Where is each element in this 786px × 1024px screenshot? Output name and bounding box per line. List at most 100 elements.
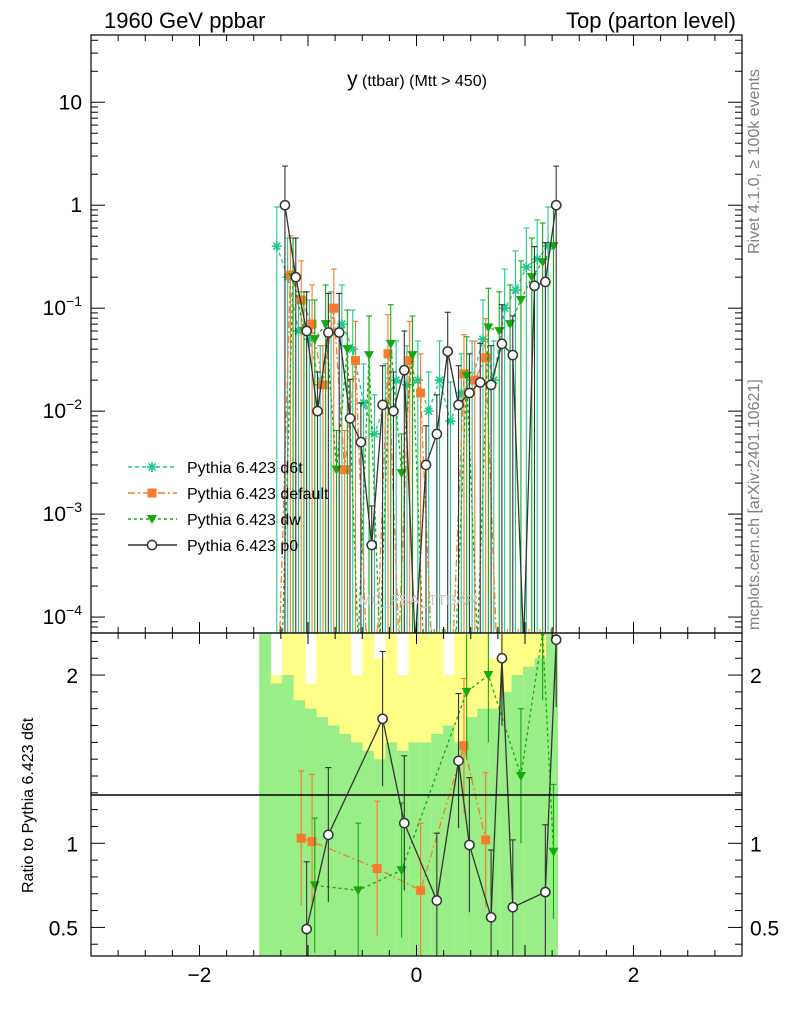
- legend-label-d6t: Pythia 6.423 d6t: [187, 460, 303, 477]
- band-inner-bin: [305, 708, 318, 956]
- band-inner-bin: [500, 691, 513, 956]
- data-point-default: [459, 741, 469, 751]
- legend-marker-default: [147, 488, 157, 498]
- data-point-default: [481, 835, 491, 845]
- data-point-default: [405, 356, 415, 366]
- data-point-d6t: [369, 428, 380, 439]
- data-point-p0: [442, 346, 454, 357]
- plot-title-sub: (ttbar) (Mtt > 450): [358, 73, 487, 90]
- band-inner-bin: [316, 717, 329, 956]
- data-point-p0: [322, 327, 334, 338]
- y-tick-label: 2: [66, 665, 78, 688]
- legend-label-p0: Pythia 6.423 p0: [187, 538, 298, 555]
- data-point-p0: [420, 459, 432, 471]
- data-point-p0: [279, 199, 291, 211]
- data-point-dw: [483, 323, 494, 333]
- data-point-p0: [507, 349, 519, 361]
- data-point-d6t: [402, 379, 413, 390]
- data-point-default: [296, 295, 306, 305]
- series-line-dw: [314, 634, 555, 892]
- band-inner-bin: [339, 733, 352, 956]
- data-point-p0: [301, 923, 312, 935]
- data-point-default: [307, 837, 317, 847]
- series-line-p0: [305, 639, 557, 930]
- data-point-d6t: [391, 375, 402, 386]
- data-point-default: [416, 885, 426, 895]
- data-point-dw: [548, 847, 559, 857]
- ratio-plot-marks: [296, 634, 562, 956]
- x-tick-label: 0: [411, 964, 423, 987]
- data-point-p0: [496, 652, 508, 664]
- series-line-default: [279, 274, 497, 633]
- data-point-d6t: [510, 285, 521, 296]
- header-right: Top (parton level): [566, 8, 736, 33]
- y-tick-label: 1: [70, 194, 82, 217]
- watermark: MC_FBA_TTBAR: [359, 592, 478, 609]
- data-point-dw: [505, 320, 516, 330]
- data-point-dw: [540, 634, 545, 638]
- legend-marker-d6t: [147, 462, 157, 472]
- series-line-default: [301, 743, 487, 892]
- data-point-p0: [464, 839, 475, 851]
- band-inner-bin: [328, 725, 341, 956]
- band-inner-bin: [293, 700, 306, 956]
- x-tick-label: 2: [628, 964, 640, 987]
- data-point-p0: [366, 539, 378, 551]
- band-inner-bin: [362, 750, 375, 956]
- data-point-p0: [485, 379, 497, 391]
- data-point-d6t: [293, 326, 304, 337]
- data-point-dw: [515, 771, 526, 781]
- data-point-d6t: [336, 319, 347, 330]
- legend-label-dw: Pythia 6.423 dw: [187, 512, 301, 529]
- data-point-default: [481, 353, 491, 363]
- data-point-default: [329, 303, 339, 313]
- y-tick-label: 1: [750, 833, 762, 856]
- data-point-p0: [377, 399, 388, 411]
- data-point-p0: [388, 405, 399, 417]
- data-point-p0: [453, 755, 464, 767]
- data-point-d6t: [347, 344, 358, 355]
- data-point-p0: [301, 325, 312, 337]
- legend-marker-dw: [147, 515, 157, 524]
- data-point-dw: [342, 345, 353, 355]
- data-point-p0: [312, 405, 323, 417]
- y-tick-label: 10−3: [43, 499, 83, 526]
- data-point-dw: [483, 671, 494, 681]
- y-tick-label: 10: [59, 91, 82, 114]
- data-point-default: [318, 380, 328, 390]
- data-point-d6t: [456, 388, 467, 399]
- data-point-p0: [322, 829, 334, 841]
- data-point-dw: [494, 327, 505, 337]
- data-point-p0: [398, 817, 410, 829]
- data-point-dw: [385, 339, 396, 349]
- data-point-p0: [344, 413, 356, 424]
- band-inner-bin: [350, 742, 363, 956]
- data-point-dw: [353, 886, 364, 896]
- band-inner-bin: [396, 750, 409, 956]
- band-inner-bin: [523, 666, 536, 956]
- axis-ticks: −2 0 2 10 1 10−1 10−2 10−3 10−4 0.5 0.5 1 1 2 2: [43, 35, 779, 987]
- data-point-p0: [333, 327, 345, 338]
- data-point-p0: [550, 199, 562, 211]
- data-point-d6t: [543, 241, 554, 252]
- data-point-d6t: [304, 334, 315, 345]
- legend-marker-p0: [146, 539, 158, 551]
- data-point-dw: [515, 296, 526, 306]
- band-inner-bin: [534, 658, 547, 956]
- data-point-p0: [474, 377, 486, 388]
- band-inner-bin: [419, 742, 432, 956]
- data-point-p0: [550, 634, 562, 646]
- band-inner-bin: [270, 683, 283, 956]
- data-point-default: [372, 864, 382, 874]
- data-point-default: [296, 833, 306, 843]
- data-point-p0: [377, 713, 388, 725]
- data-point-d6t: [434, 375, 445, 386]
- data-point-default: [340, 465, 350, 475]
- plot-title: y (ttbar) (Mtt > 450): [347, 68, 487, 91]
- y-tick-label: 0.5: [750, 917, 779, 940]
- data-point-dw: [461, 687, 472, 697]
- x-tick-label: −2: [188, 964, 212, 987]
- data-point-d6t: [521, 262, 532, 273]
- y-tick-label: 10−4: [43, 602, 83, 629]
